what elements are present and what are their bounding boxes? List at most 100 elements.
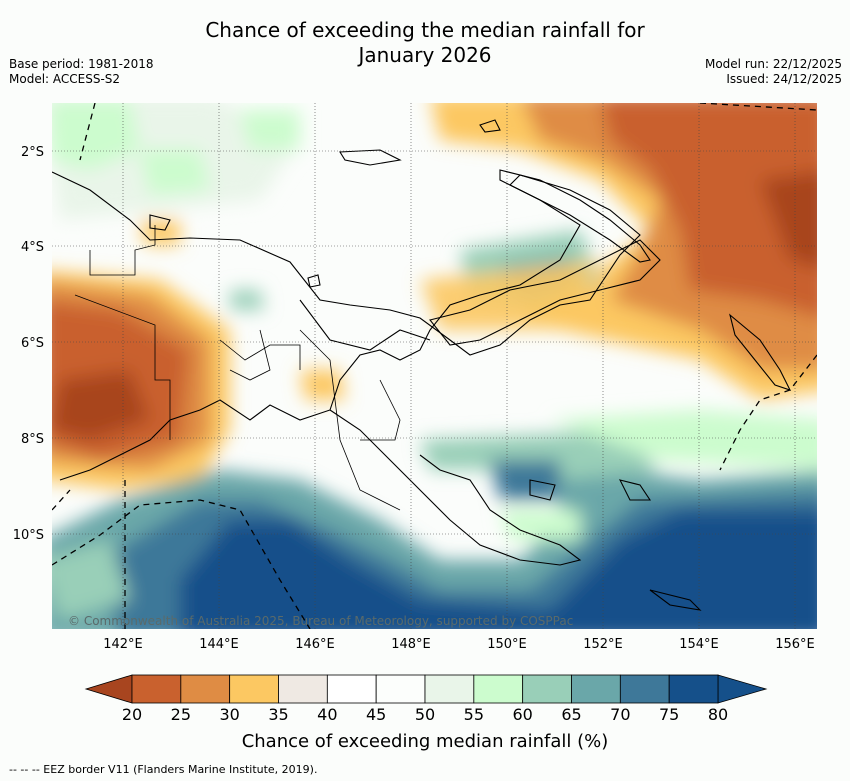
copyright-text: © Commonwealth of Australia 2025, Bureau…	[68, 614, 573, 628]
field-35-nw-small	[140, 220, 180, 245]
coastline-papuan-peninsula	[329, 409, 582, 566]
field-20-ne	[760, 171, 817, 267]
field-65-small	[230, 290, 265, 310]
colorbar-tick-50: 50	[415, 705, 435, 724]
title-line-2: January 2026	[358, 43, 492, 67]
eez-borders	[52, 103, 817, 629]
graticule	[52, 103, 817, 629]
colorbar-tick-labels: 20 25 30 35 40 45 50 55 60 65 70 75 80	[122, 705, 728, 724]
colorbar-tick-45: 45	[366, 705, 386, 724]
province-borders	[74, 225, 401, 511]
colorbar-swatch-60-65	[522, 674, 572, 704]
colorbar-tick-70: 70	[610, 705, 630, 724]
border-3	[219, 339, 301, 370]
colorbar-tick-80: 80	[708, 705, 728, 724]
model-name: Model: ACCESS-S2	[9, 72, 121, 86]
lon-label-150: 150°E	[487, 637, 527, 652]
colorbar-tick-30: 30	[219, 705, 239, 724]
field-35-central	[420, 260, 600, 330]
border-2	[89, 225, 156, 276]
lat-label-2s: 2°S	[21, 145, 44, 160]
probability-field: © Commonwealth of Australia 2025, Bureau…	[52, 103, 817, 629]
colorbar-swatch-50-55	[424, 674, 475, 704]
island-new-britain	[429, 239, 661, 346]
lat-label-6s: 6°S	[21, 336, 44, 351]
lon-label-156: 156°E	[775, 637, 815, 652]
colorbar-swatch-65-70	[571, 674, 621, 704]
border-4	[299, 329, 401, 511]
coastlines	[52, 119, 792, 611]
eez-border-nw	[79, 103, 96, 161]
colorbar-swatch-75-80	[668, 674, 719, 704]
model-info: Base period: 1981-2018 Model: ACCESS-S2	[9, 57, 154, 87]
field-60-e	[550, 410, 817, 470]
island-small-1	[307, 274, 321, 288]
lat-label-10s: 10°S	[13, 528, 44, 543]
colorbar-swatch-55-60	[473, 674, 524, 704]
field-25-ne	[601, 103, 817, 317]
map-title: Chance of exceeding the median rainfall …	[0, 18, 850, 68]
field-65-sw	[52, 540, 130, 620]
coastline-inner	[299, 299, 431, 351]
colorbar-swatch-20-25	[131, 674, 182, 704]
longitude-labels: 142°E 144°E 146°E 148°E 150°E 152°E 154°…	[103, 637, 815, 652]
lon-label-148: 148°E	[391, 637, 431, 652]
colorbar-tick-75: 75	[659, 705, 679, 724]
colorbar-tick-20: 20	[122, 705, 142, 724]
latitude-labels: 2°S 4°S 6°S 8°S 10°S	[13, 145, 44, 543]
footer-note: -- -- -- EEZ border V11 (Flanders Marine…	[9, 763, 318, 776]
island-bougainville	[729, 313, 792, 391]
field-75-se	[490, 460, 560, 500]
colorbar-title: Chance of exceeding median rainfall (%)	[241, 731, 609, 752]
colorbar-tick-55: 55	[464, 705, 484, 724]
lon-label-144: 144°E	[199, 637, 239, 652]
colorbar-extend-high	[717, 674, 768, 704]
model-run: Model run: 22/12/2025	[704, 57, 842, 71]
eez-border-south	[52, 499, 311, 629]
colorbar: 20 25 30 35 40 45 50 55 60 65 70 75 80	[84, 674, 768, 724]
field-60-se	[500, 510, 580, 540]
colorbar-swatch-25-30	[180, 674, 231, 704]
colorbar-tick-60: 60	[512, 705, 532, 724]
lon-label-146: 146°E	[295, 637, 335, 652]
field-60-nw	[52, 103, 140, 170]
border-1	[74, 294, 171, 440]
border-6	[360, 379, 401, 441]
run-info: Model run: 22/12/2025 Issued: 24/12/2025	[705, 57, 842, 87]
colorbar-swatch-70-75	[619, 674, 670, 704]
colorbar-tick-35: 35	[268, 705, 288, 724]
colorbar-swatches	[131, 674, 719, 704]
eez-border-sw	[52, 489, 71, 511]
issued-date: Issued: 24/12/2025	[726, 72, 842, 86]
field-65-se	[420, 430, 660, 480]
lon-label-152: 152°E	[583, 637, 623, 652]
colorbar-swatch-40-45	[326, 674, 377, 704]
field-60-nw2	[140, 150, 210, 195]
base-period: Base period: 1981-2018	[9, 57, 154, 71]
lon-label-142: 142°E	[103, 637, 143, 652]
island-se-1	[618, 479, 652, 501]
island-se-2	[649, 589, 702, 611]
title-line-1: Chance of exceeding the median rainfall …	[205, 18, 645, 42]
lat-label-8s: 8°S	[21, 432, 44, 447]
island-small-2	[149, 214, 171, 231]
field-80-s	[180, 510, 817, 629]
field-60-n	[240, 110, 300, 150]
colorbar-tick-65: 65	[561, 705, 581, 724]
lat-label-4s: 4°S	[21, 240, 44, 255]
island-small-3	[479, 119, 501, 133]
eez-border-ne	[699, 103, 817, 111]
lon-label-154: 154°E	[679, 637, 719, 652]
eez-border-east	[719, 354, 817, 471]
colorbar-swatch-30-35	[229, 674, 279, 704]
colorbar-swatch-35-40	[278, 674, 328, 704]
colorbar-tick-40: 40	[317, 705, 337, 724]
colorbar-extend-low	[84, 674, 133, 704]
field-20-w	[52, 370, 150, 440]
island-small-4	[529, 479, 556, 501]
colorbar-tick-25: 25	[171, 705, 191, 724]
island-new-ireland	[499, 169, 651, 263]
colorbar-swatch-45-50	[375, 674, 426, 704]
island-manus	[339, 149, 402, 166]
